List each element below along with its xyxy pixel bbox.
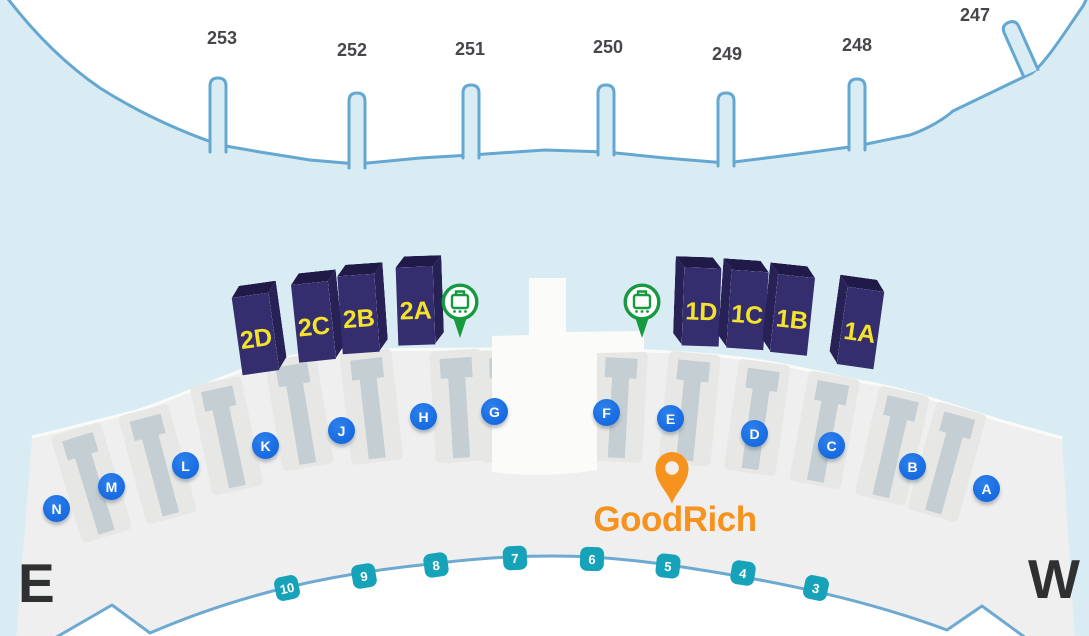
gate-letter-G: G: [481, 398, 508, 425]
store-location-pin-icon[interactable]: [655, 452, 689, 505]
escalator-slab: [119, 404, 196, 524]
door-number-7: 7: [502, 545, 528, 571]
direction-west-label: W: [1028, 548, 1080, 610]
gate-letter-J: J: [328, 417, 355, 444]
door-number-9: 9: [350, 562, 378, 590]
carousel-label: 1D: [684, 296, 718, 327]
escalator-slab: [590, 348, 648, 463]
baggage-claim-pin-icon: [441, 283, 479, 338]
gate-number-251: 251: [454, 39, 486, 59]
carousel-label: 2B: [341, 303, 376, 334]
gate-number-248: 248: [841, 35, 873, 55]
escalator-slab: [190, 376, 263, 496]
carousel-1D: 1D: [681, 267, 722, 347]
gate-letter-A: A: [973, 475, 1000, 502]
door-number-6: 6: [579, 546, 605, 572]
escalator-slab: [339, 348, 403, 465]
escalator-slab: [658, 350, 721, 467]
carousel-label: 1C: [730, 299, 765, 330]
door-number-8: 8: [422, 551, 450, 579]
gate-letter-N: N: [43, 495, 70, 522]
carousel-label: 1A: [842, 316, 878, 349]
jet-bridge-fingers: [208, 20, 1040, 170]
escalator-slab: [51, 422, 132, 543]
carousel-2C: 2C: [291, 281, 336, 363]
carousel-label: 2A: [399, 295, 433, 326]
gate-number-252: 252: [336, 40, 368, 60]
gate-letter-K: K: [252, 432, 279, 459]
escalator-slab: [265, 353, 334, 471]
door-number-5: 5: [654, 552, 682, 580]
gate-letter-D: D: [741, 420, 768, 447]
door-number-4: 4: [729, 559, 757, 587]
gate-letter-L: L: [172, 452, 199, 479]
terminal-band-edge: [31, 347, 1063, 440]
gate-number-253: 253: [206, 28, 238, 48]
escalator-slab: [724, 359, 791, 476]
direction-east-label: E: [18, 552, 55, 614]
gate-letter-M: M: [98, 473, 125, 500]
gate-letter-C: C: [818, 432, 845, 459]
concourse-outline: [6, 0, 1088, 166]
escalator-slab: [429, 348, 488, 464]
gate-letter-F: F: [593, 399, 620, 426]
store-name-label[interactable]: GoodRich: [593, 500, 757, 539]
center-corridor: [492, 278, 644, 475]
gate-letter-B: B: [899, 453, 926, 480]
carousel-1C: 1C: [726, 269, 769, 351]
gate-number-250: 250: [592, 37, 624, 57]
baggage-claim-pin-icon: [623, 283, 661, 338]
carousel-label: 1B: [774, 303, 810, 336]
carousel-2A: 2A: [395, 266, 436, 346]
gate-letter-E: E: [657, 405, 684, 432]
carousel-label: 2D: [238, 322, 274, 355]
gate-letter-H: H: [410, 403, 437, 430]
escalator-slab: [908, 402, 986, 522]
gate-number-247: 247: [959, 5, 991, 25]
carousel-label: 2C: [296, 310, 332, 343]
gate-number-249: 249: [711, 44, 743, 64]
carousel-2B: 2B: [337, 273, 380, 355]
